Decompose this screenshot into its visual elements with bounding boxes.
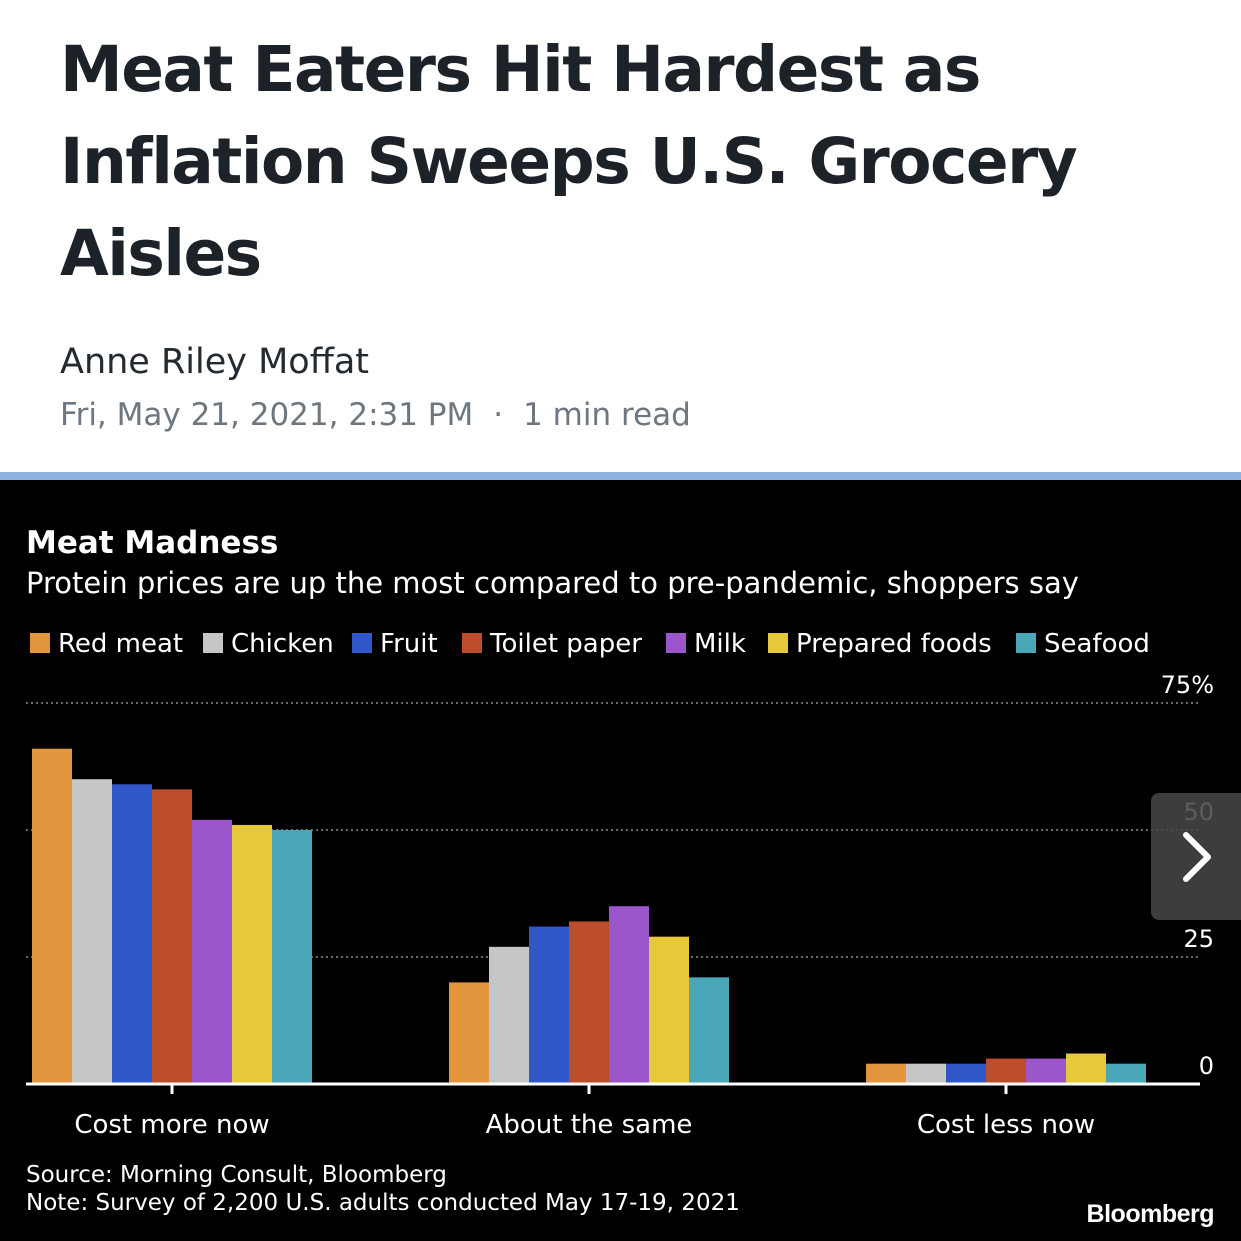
bar	[529, 926, 569, 1084]
bar	[32, 748, 72, 1084]
next-image-button[interactable]	[1151, 793, 1241, 920]
bar	[1026, 1058, 1066, 1084]
legend-label: Toilet paper	[489, 629, 642, 659]
legend-swatch	[462, 633, 482, 653]
legend-label: Milk	[694, 629, 746, 659]
legend-swatch	[768, 633, 788, 653]
x-axis: Cost more now About the same Cost less now	[26, 1082, 1200, 1140]
author-name[interactable]: Anne Riley Moffat	[60, 342, 370, 382]
chart-note: Note: Survey of 2,200 U.S. adults conduc…	[26, 1190, 740, 1216]
legend-swatch	[666, 633, 686, 653]
chart-source: Source: Morning Consult, Bloomberg	[26, 1162, 447, 1188]
bar	[192, 819, 232, 1084]
legend-swatch	[30, 633, 50, 653]
legend-swatch	[203, 633, 223, 653]
legend-label: Chicken	[231, 629, 334, 659]
bar	[272, 830, 312, 1084]
legend-label: Red meat	[58, 629, 183, 659]
bar	[569, 921, 609, 1084]
chart-bars	[32, 748, 1146, 1084]
bar	[449, 982, 489, 1084]
bar	[112, 784, 152, 1084]
chart-subtitle: Protein prices are up the most compared …	[26, 566, 1079, 600]
meta-separator: ·	[493, 397, 504, 433]
bar	[986, 1058, 1026, 1084]
bar	[1106, 1063, 1146, 1084]
bar	[152, 789, 192, 1084]
bloomberg-logo: Bloomberg	[1087, 1200, 1214, 1228]
legend-swatch	[1016, 633, 1036, 653]
x-tick-label: Cost less now	[917, 1110, 1095, 1140]
legend-label: Prepared foods	[796, 629, 992, 659]
divider	[0, 472, 1241, 480]
bar	[72, 779, 112, 1084]
bar	[609, 906, 649, 1084]
bar	[946, 1063, 986, 1084]
x-tick-label: Cost more now	[74, 1110, 269, 1140]
x-tick-label: About the same	[486, 1110, 693, 1140]
chevron-right-icon	[1183, 831, 1211, 882]
read-time: 1 min read	[523, 397, 691, 433]
publish-date: Fri, May 21, 2021, 2:31 PM	[60, 397, 474, 433]
bar-chart: Meat Madness Protein prices are up the m…	[26, 525, 1215, 1228]
bar	[866, 1063, 906, 1084]
bar	[649, 936, 689, 1084]
article-headline: Meat Eaters Hit Hardest as Inflation Swe…	[60, 33, 1078, 290]
legend-label: Fruit	[380, 629, 438, 659]
y-tick-label: 75%	[1161, 671, 1214, 699]
legend-swatch	[352, 633, 372, 653]
chart-legend: Red meat Chicken Fruit Toilet paper Milk Prep…	[30, 629, 1150, 659]
y-tick-label: 25	[1183, 925, 1214, 953]
bar	[906, 1063, 946, 1084]
chart-title: Meat Madness	[26, 525, 278, 561]
legend-label: Seafood	[1044, 629, 1150, 659]
y-tick-label: 0	[1199, 1052, 1214, 1080]
bar	[489, 946, 529, 1084]
bar	[232, 824, 272, 1084]
article-meta: Fri, May 21, 2021, 2:31 PM · 1 min read	[60, 397, 691, 433]
bar	[689, 977, 729, 1084]
chart-image: Meat Madness Protein prices are up the m…	[0, 480, 1241, 1241]
bar	[1066, 1053, 1106, 1084]
